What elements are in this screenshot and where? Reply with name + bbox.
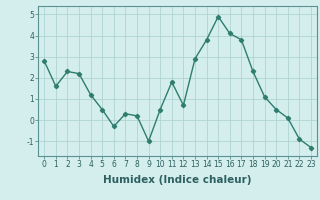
X-axis label: Humidex (Indice chaleur): Humidex (Indice chaleur) (103, 175, 252, 185)
